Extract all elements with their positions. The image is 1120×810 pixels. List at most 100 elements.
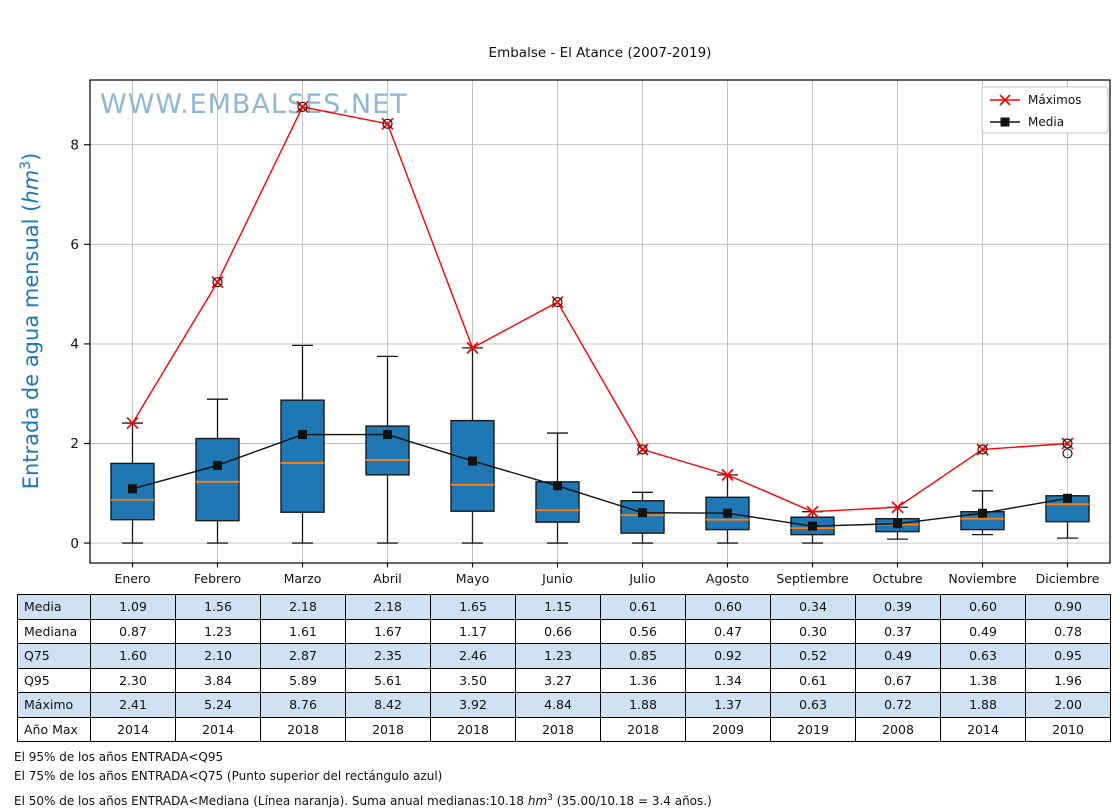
chart-canvas: WWW.EMBALSES.NET 0 2 4 6 8 Enero Febrero Marzo Ab… — [18, 45, 1111, 586]
table-cell: 0.34 — [770, 594, 856, 620]
table-cell: 2014 — [175, 716, 261, 742]
flier-circle — [1062, 448, 1073, 459]
flier-circle — [1062, 438, 1073, 449]
footnote-q95: El 95% de los años ENTRADA<Q95 — [14, 749, 712, 765]
table-cell: 1.34 — [685, 667, 771, 693]
boxplot-febrero — [195, 398, 240, 544]
legend-maximos-x — [999, 94, 1011, 106]
row-label: Año Max — [17, 716, 91, 742]
iqr-box — [110, 462, 155, 521]
x-tick-label: Mayo — [456, 571, 490, 586]
table-cell: 2009 — [685, 716, 771, 742]
table-cell: 1.38 — [940, 667, 1026, 693]
x-stroke — [806, 505, 819, 518]
media-marker — [723, 508, 732, 518]
table-cell: 2.87 — [260, 643, 346, 669]
table-cell: 1.67 — [345, 618, 431, 644]
table-cell: 2.18 — [260, 594, 346, 620]
table-cell: 2018 — [345, 716, 431, 742]
x-stroke — [466, 342, 479, 354]
table-cell: 5.61 — [345, 667, 431, 693]
table-cell: 2008 — [855, 716, 941, 742]
table-cell: 0.67 — [855, 667, 941, 693]
table-cell: 1.23 — [175, 618, 261, 644]
flier-circle — [382, 118, 393, 129]
table-cell: 5.89 — [260, 667, 346, 693]
boxplot-julio — [620, 491, 665, 544]
legend: Máximos Media — [981, 86, 1109, 134]
iqr-box — [450, 419, 495, 512]
table-cell: 1.96 — [1025, 667, 1111, 693]
table-cell: 1.23 — [515, 643, 601, 669]
iqr-box — [280, 399, 325, 513]
maximos-x-marker — [891, 501, 904, 514]
media-marker — [1063, 493, 1072, 503]
flier-circle — [977, 444, 988, 455]
table-cell: 0.39 — [855, 594, 941, 620]
media-marker — [298, 430, 307, 440]
table-cell: 2019 — [770, 716, 856, 742]
table-cell: 0.78 — [1025, 618, 1111, 644]
table-cell: 0.49 — [940, 618, 1026, 644]
table-cell: 2018 — [600, 716, 686, 742]
table-row-q75: Q75 1.60 2.10 2.87 2.35 2.46 1.23 0.85 0.92 0.52 0… — [17, 643, 1111, 669]
media-line — [132, 433, 1068, 527]
table-cell: 0.85 — [600, 643, 686, 669]
media-marker — [553, 481, 562, 491]
table-cell: 1.88 — [600, 692, 686, 718]
table-cell: 2.18 — [345, 594, 431, 620]
table-cell: 1.56 — [175, 594, 261, 620]
x-tick-label: Octubre — [872, 571, 922, 586]
table-row-media: Media 1.09 1.56 2.18 2.18 1.65 1.15 0.61 0.60 0.3… — [17, 594, 1111, 620]
x-tick-label: Junio — [541, 571, 573, 586]
table-cell: 2018 — [515, 716, 601, 742]
table-cell: 0.61 — [600, 594, 686, 620]
table-cell: 0.63 — [770, 692, 856, 718]
table-cell: 2014 — [940, 716, 1026, 742]
footnote-mediana-post: (35.00/10.18 = 3.4 años.) — [552, 794, 712, 808]
table-cell: 0.56 — [600, 618, 686, 644]
table-cell: 0.49 — [855, 643, 941, 669]
table-cell: 0.47 — [685, 618, 771, 644]
y-tick-label: 8 — [70, 137, 79, 153]
table-cell: 3.27 — [515, 667, 601, 693]
table-cell: 2.00 — [1025, 692, 1111, 718]
plot-border — [89, 79, 1111, 564]
x-tick-label: Septiembre — [776, 571, 849, 586]
table-cell: 0.87 — [90, 618, 176, 644]
table-cell: 2.30 — [90, 667, 176, 693]
media-marker — [383, 430, 392, 440]
x-tick-label: Febrero — [194, 571, 241, 586]
table-cell: 2.46 — [430, 643, 516, 669]
footnotes: El 95% de los años ENTRADA<Q95 El 75% de… — [14, 749, 712, 810]
media-marker — [213, 460, 222, 470]
watermark: WWW.EMBALSES.NET — [100, 89, 408, 120]
x-tick-label: Marzo — [284, 571, 322, 586]
flier-circle — [212, 277, 223, 288]
table-cell: 3.92 — [430, 692, 516, 718]
row-label: Máximo — [17, 692, 91, 718]
table-cell: 2018 — [260, 716, 346, 742]
table-cell: 0.95 — [1025, 643, 1111, 669]
table-cell: 0.92 — [685, 643, 771, 669]
row-label: Q95 — [17, 667, 91, 693]
table-cell: 1.17 — [430, 618, 516, 644]
table-row-q95: Q95 2.30 3.84 5.89 5.61 3.50 3.27 1.36 1.34 0.61 0… — [17, 667, 1111, 693]
x-stroke — [126, 417, 139, 429]
maximos-x-marker — [721, 469, 734, 481]
table-cell: 2014 — [90, 716, 176, 742]
table-cell: 1.15 — [515, 594, 601, 620]
flier-circle — [637, 444, 648, 455]
y-tick-label: 4 — [70, 337, 79, 353]
x-tick-label: Noviembre — [948, 571, 1017, 586]
flier-circle — [297, 101, 308, 112]
table-row-máximo: Máximo 2.41 5.24 8.76 8.42 3.92 4.84 1.88 1.37 0.… — [17, 692, 1111, 718]
monthly-stats-table: Media 1.09 1.56 2.18 2.18 1.65 1.15 0.61 0.60 0.3… — [17, 594, 1111, 742]
table-cell: 0.90 — [1025, 594, 1111, 620]
table-cell: 1.65 — [430, 594, 516, 620]
x-tick-label: Agosto — [706, 571, 749, 586]
row-label: Mediana — [17, 618, 91, 644]
table-cell: 0.72 — [855, 692, 941, 718]
table-cell: 1.61 — [260, 618, 346, 644]
